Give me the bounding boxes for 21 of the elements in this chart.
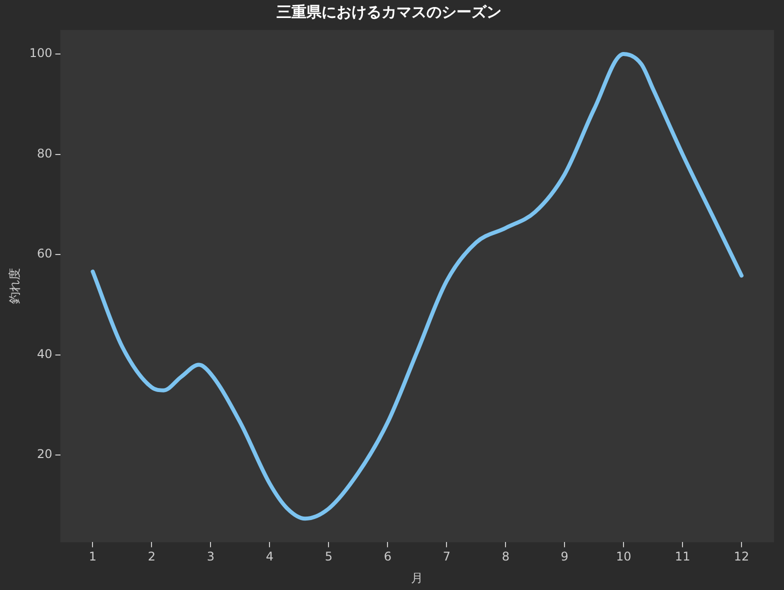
x-tick-label: 6: [384, 550, 392, 564]
y-tick-label: 60: [37, 246, 52, 261]
x-tick-label: 10: [616, 550, 632, 564]
x-tick-label: 11: [674, 550, 690, 564]
x-axis-title: 月: [411, 570, 424, 585]
y-tick-label: 80: [37, 146, 52, 160]
x-tick-label: 3: [206, 550, 215, 564]
x-tick-label: 2: [148, 550, 156, 564]
line-series: [90, 52, 744, 521]
y-tick-label: 20: [37, 447, 52, 462]
y-tick-label: 100: [29, 46, 52, 60]
x-tick-label: 5: [324, 550, 332, 564]
x-tick-label: 7: [442, 550, 450, 564]
x-tick-label: 1: [88, 550, 97, 564]
x-tick-label: 9: [560, 550, 568, 564]
x-tick-label: 12: [734, 550, 750, 564]
x-tick-label: 8: [502, 550, 510, 564]
y-axis-title: 釣れ度: [7, 268, 22, 304]
x-tick-label: 4: [266, 550, 274, 564]
chart-title: 三重県におけるカマスのシーズン: [276, 2, 502, 21]
y-tick-label: 40: [37, 346, 52, 361]
